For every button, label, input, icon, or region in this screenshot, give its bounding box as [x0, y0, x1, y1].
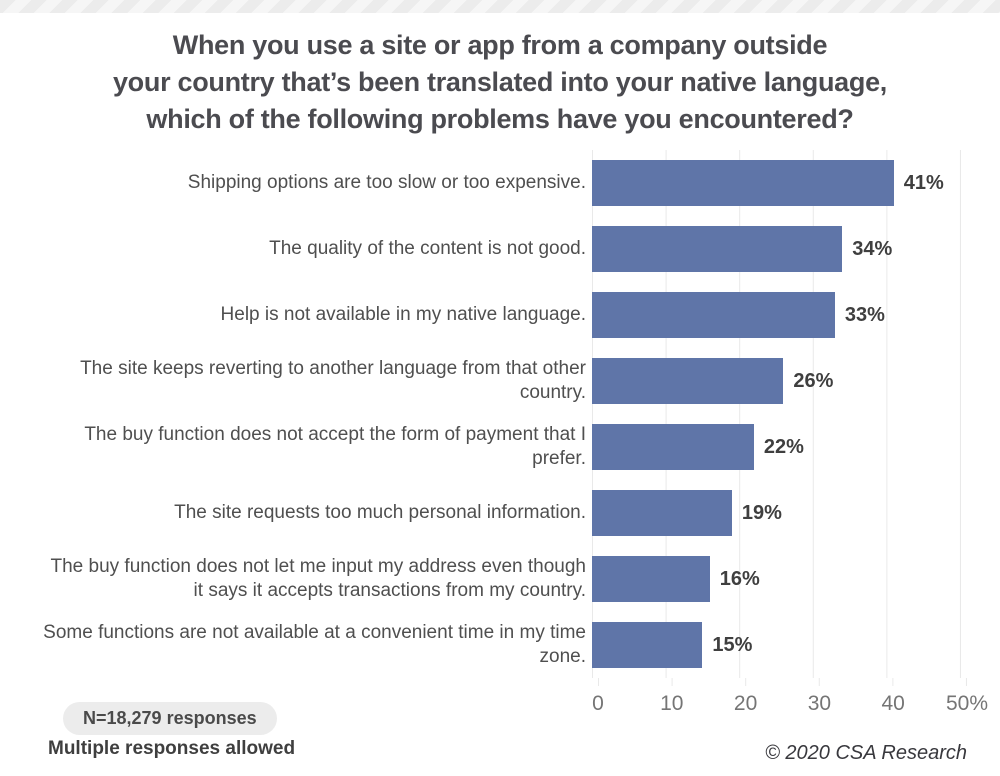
value-label: 41%	[903, 171, 944, 194]
bar	[592, 358, 784, 404]
bar-row: The buy function does not accept the for…	[40, 414, 968, 480]
x-axis-tick: 50%	[945, 692, 989, 715]
category-label: The buy function does not let me input m…	[50, 555, 587, 601]
bar-row: The buy function does not let me input m…	[40, 546, 968, 612]
value-label: 16%	[719, 567, 760, 590]
plot-cell: 22%	[592, 414, 961, 480]
bar-row: Shipping options are too slow or too exp…	[40, 150, 968, 216]
chart-title: When you use a site or app from a compan…	[112, 30, 888, 134]
category-label: Help is not available in my native langu…	[220, 303, 586, 325]
category-label: The site keeps reverting to another lang…	[80, 357, 586, 403]
methodology-note: Multiple responses allowed	[48, 738, 296, 759]
bar	[592, 490, 732, 536]
category-label: Some functions are not available at a co…	[43, 621, 586, 667]
plot-cell: 34%	[592, 216, 961, 282]
bar	[592, 226, 843, 272]
bar-row: The quality of the content is not good. …	[40, 216, 968, 282]
value-label: 15%	[712, 633, 753, 656]
category-label: Shipping options are too slow or too exp…	[187, 171, 586, 193]
gridline-stubs	[598, 678, 967, 686]
value-label: 19%	[741, 501, 782, 524]
bar-row: The site requests too much personal info…	[40, 480, 968, 546]
value-label: 26%	[793, 369, 834, 392]
plot-cell: 19%	[592, 480, 961, 546]
x-axis-tick: 0	[592, 692, 604, 715]
category-label: The buy function does not accept the for…	[84, 423, 586, 469]
plot-cell: 41%	[592, 150, 961, 216]
value-label: 34%	[852, 237, 893, 260]
bar	[592, 424, 754, 470]
bar	[592, 292, 835, 338]
x-axis-tick: 40	[881, 692, 905, 715]
x-axis-tick: 30	[807, 692, 832, 715]
x-axis: 0 10 20 30 40 50%	[592, 686, 988, 720]
x-axis-tick: 10	[660, 692, 684, 715]
category-label: The quality of the content is not good.	[269, 237, 586, 259]
sample-size-badge: N=18,279 responses	[63, 702, 277, 735]
category-label: The site requests too much personal info…	[174, 501, 586, 523]
copyright-credit: © 2020 CSA Research	[765, 742, 967, 764]
plot-cell: 15%	[592, 612, 961, 678]
plot-cell: 33%	[592, 282, 961, 348]
bar	[592, 160, 894, 206]
value-label: 22%	[763, 435, 804, 458]
bar-chart: Shipping options are too slow or too exp…	[40, 150, 988, 720]
bar-row: Help is not available in my native langu…	[40, 282, 968, 348]
bar	[592, 556, 710, 602]
plot-cell: 16%	[592, 546, 961, 612]
plot-cell: 26%	[592, 348, 961, 414]
striped-top-banner	[0, 0, 1000, 13]
x-axis-tick: 20	[733, 692, 758, 715]
bar-row: The site keeps reverting to another lang…	[40, 348, 968, 414]
bar-row: Some functions are not available at a co…	[40, 612, 968, 678]
bar	[592, 622, 703, 668]
value-label: 33%	[844, 303, 885, 326]
